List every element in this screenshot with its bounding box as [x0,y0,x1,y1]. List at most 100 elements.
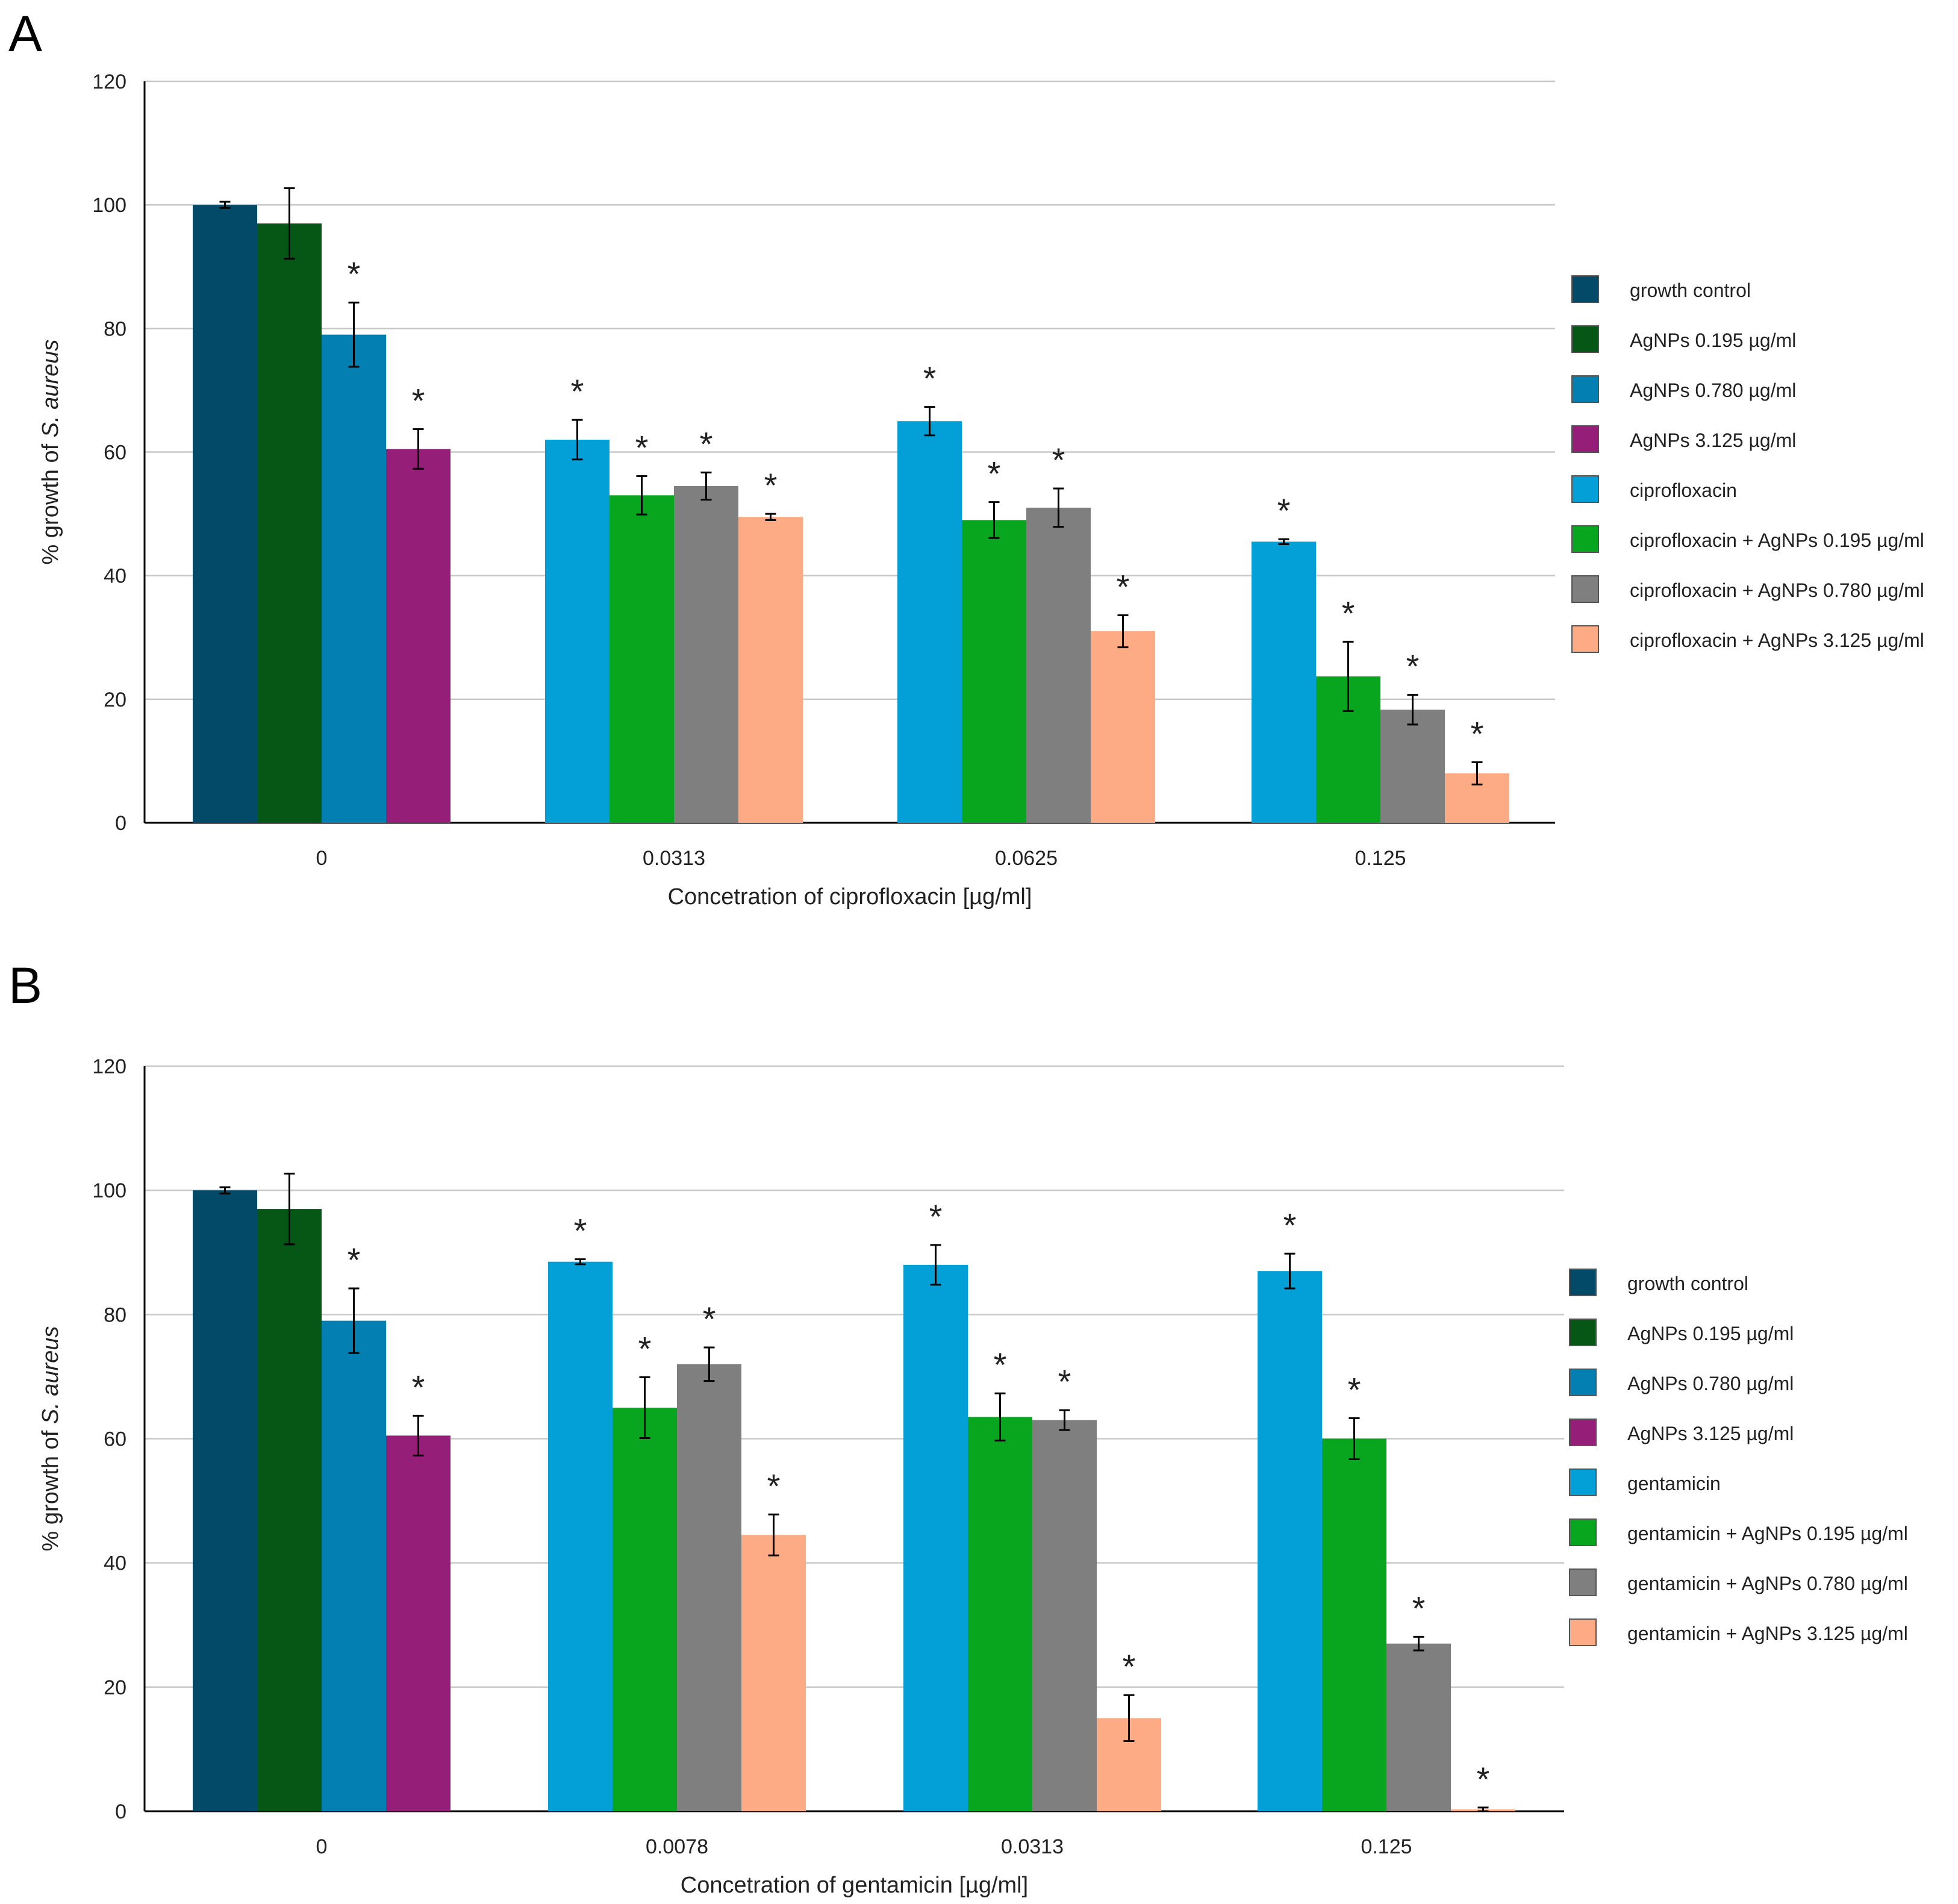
bar [322,1320,386,1811]
y-axis-title: % growth of S. aureus [38,1326,63,1552]
x-tick-label: 0.125 [1355,847,1406,870]
y-tick-label: 40 [104,1552,126,1575]
legend-label: growth control [1630,279,1751,301]
significance-star: * [348,1241,361,1279]
significance-star: * [635,429,649,467]
x-tick-label: 0.0625 [995,847,1058,870]
legend-swatch [1571,275,1599,303]
significance-star: * [1052,441,1065,479]
bar [193,205,257,823]
bar [1258,1271,1322,1811]
x-tick-label: 0.125 [1361,1835,1412,1858]
panel-label: B [8,957,43,1014]
significance-star: * [412,1368,425,1406]
legend-swatch [1569,1319,1597,1346]
legend-swatch [1569,1519,1597,1546]
significance-star: * [1406,648,1420,685]
significance-star: * [929,1197,943,1235]
bar [1032,1420,1097,1811]
y-tick-label: 80 [104,1303,126,1326]
legend-label: gentamicin + AgNPs 0.780 µg/ml [1627,1573,1908,1594]
significance-star: * [638,1329,652,1367]
legend-swatch [1569,1568,1597,1596]
legend-swatch [1571,325,1599,353]
significance-star: * [1412,1589,1426,1627]
significance-star: * [1348,1370,1361,1408]
y-tick-label: 40 [104,565,126,588]
x-tick-label: 0.0078 [646,1835,708,1858]
bar [548,1261,613,1811]
chart-b: 0 20 40 60 80 100 120 * * 0 * * * * 0.0078 * * * * 0.0313 * *… [38,1055,1908,1898]
y-tick-label: 60 [104,1428,126,1451]
legend-swatch [1571,425,1599,453]
bar [677,1364,741,1811]
legend-label: AgNPs 3.125 µg/ml [1630,429,1796,451]
bar [962,520,1026,823]
bar [610,495,674,823]
bar [1026,507,1091,823]
y-axis-title-text: % growth of [38,1424,63,1551]
x-axis-title: Concetration of gentamicin [µg/ml] [681,1873,1028,1898]
bar [741,1535,806,1811]
bar [613,1407,677,1811]
y-axis-title-italic: S. aureus [38,1326,63,1425]
chart-a: 0 20 40 60 80 100 120 * * 0 * * * * 0.0313 * * * * 0.0625 * *… [38,70,1924,910]
panel-label: A [8,5,43,62]
bar [545,439,610,823]
significance-star: * [1283,1206,1297,1244]
legend-label: gentamicin [1627,1473,1721,1494]
x-tick-label: 0.0313 [643,847,705,870]
legend-swatch [1569,1269,1597,1296]
bar [968,1417,1032,1811]
legend-swatch [1569,1469,1597,1496]
significance-star: * [1471,714,1484,752]
y-tick-label: 60 [104,442,126,464]
legend-swatch [1571,525,1599,553]
legend-swatch [1571,575,1599,603]
significance-star: * [1117,567,1130,605]
y-axis-title-text: % growth of [38,437,63,564]
panel-b: B 0 20 40 60 80 100 120 * * 0 * * * * 0.0078 * * * * 0.0313… [0,952,1958,1903]
significance-star: * [1277,492,1291,529]
x-tick-label: 0 [316,847,328,870]
x-tick-label: 0 [316,1835,328,1858]
legend-swatch [1569,1369,1597,1396]
y-tick-label: 80 [104,317,126,340]
legend-swatch [1569,1419,1597,1446]
bar [1322,1438,1386,1811]
y-tick-label: 20 [104,1676,126,1699]
panel-a: A 0 20 40 60 80 100 120 * * 0 * * * * 0.0313 * * * * 0.0625… [8,5,1924,910]
legend-label: ciprofloxacin + AgNPs 3.125 µg/ml [1630,629,1924,651]
significance-star: * [1058,1362,1071,1400]
y-axis-title: % growth of S. aureus [38,340,63,565]
legend-label: gentamicin + AgNPs 3.125 µg/ml [1627,1623,1908,1644]
bar [257,223,322,823]
y-tick-label: 120 [92,1055,126,1078]
significance-star: * [574,1212,587,1250]
legend-label: AgNPs 0.780 µg/ml [1627,1373,1794,1394]
legend-swatch [1571,475,1599,503]
x-axis-title: Concetration of ciprofloxacin [µg/ml] [668,884,1032,910]
significance-star: * [994,1346,1007,1384]
bar [386,1435,451,1811]
y-tick-label: 120 [92,70,126,93]
y-tick-label: 0 [115,1800,126,1823]
y-tick-label: 100 [92,1179,126,1202]
legend-label: ciprofloxacin [1630,479,1737,501]
significance-star: * [1477,1760,1490,1798]
legend-swatch [1571,375,1599,403]
significance-star: * [767,1467,781,1505]
y-tick-label: 0 [115,812,126,835]
significance-star: * [764,466,778,504]
legend-label: AgNPs 0.195 µg/ml [1627,1323,1794,1344]
legend-label: AgNPs 0.780 µg/ml [1630,379,1796,401]
legend-label: ciprofloxacin + AgNPs 0.195 µg/ml [1630,529,1924,551]
significance-star: * [1342,594,1355,632]
significance-star: * [988,455,1001,493]
bar [903,1264,968,1811]
bar [193,1190,257,1811]
bar [257,1209,322,1811]
bar [1380,710,1445,823]
significance-star: * [700,425,713,463]
legend-swatch [1571,625,1599,653]
